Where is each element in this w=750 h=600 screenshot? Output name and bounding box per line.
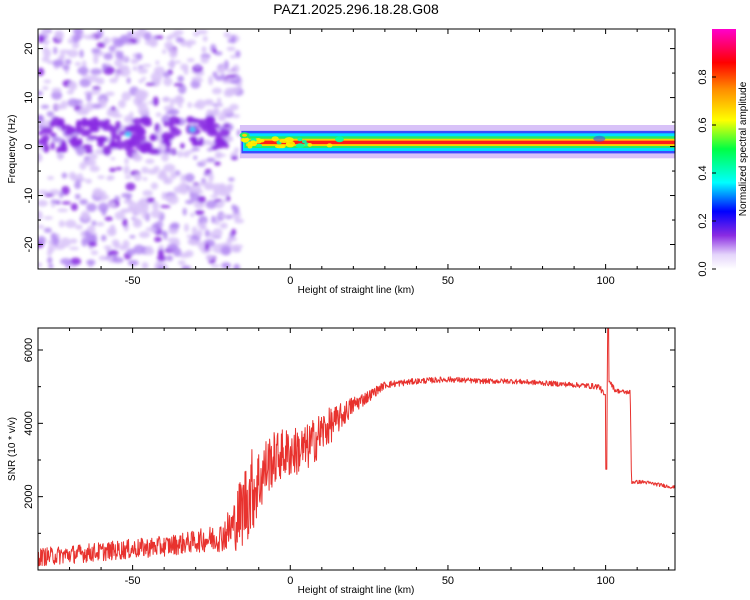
spectrogram-y-tick-label: -20: [23, 237, 35, 253]
snr-y-tick-label: 4000: [23, 411, 35, 435]
spectrogram-x-tick-label: -50: [125, 275, 141, 287]
snr-axes: -50 0 50 100 2000 4000 6000: [23, 328, 675, 587]
colorbar: 0.0 0.2 0.4 0.6 0.8 Normalized spectral ampl…: [697, 29, 749, 277]
snr-y-label: SNR (10 * v/v): [7, 417, 18, 481]
spectrogram-x-tick-label: 50: [442, 275, 454, 287]
snr-panel: -50 0 50 100 2000 4000 6000 Height of straight…: [7, 327, 676, 596]
heatmap-layer: [38, 29, 675, 269]
spectrogram-y-label: Frequency (Hz): [7, 115, 18, 184]
spectrogram-y-tick-label: 20: [23, 42, 35, 54]
colorbar-tick-label: 0.4: [697, 165, 709, 180]
colorbar-label: Normalized spectral amplitude: [738, 81, 749, 216]
colorbar-tick-label: 0.0: [697, 261, 709, 276]
snr-x-tick-label: -50: [125, 575, 141, 587]
snr-x-tick-label: 0: [287, 575, 293, 587]
spectrogram-panel: -50 0 50 100 -20 -10 0 10 20 Height of straight …: [7, 28, 676, 296]
spectrogram-y-tick-label: -10: [23, 188, 35, 204]
spectrogram-frame: [37, 28, 676, 270]
figure-title: PAZ1.2025.296.18.28.G08: [273, 1, 439, 17]
colorbar-tick-label: 0.8: [697, 69, 709, 84]
colorbar-tick-label: 0.6: [697, 117, 709, 132]
snr-y-tick-label: 6000: [23, 338, 35, 362]
snr-series-line: [38, 328, 675, 567]
colorbar-gradient: [712, 29, 736, 269]
snr-x-tick-label: 50: [442, 575, 454, 587]
spectrogram-y-tick-label: 10: [23, 91, 35, 103]
spectrogram-y-tick-label: 0: [23, 143, 35, 149]
spectrogram-axes: -50 0 50 100 -20 -10 0 10 20: [23, 29, 675, 287]
spectrogram-x-label: Height of straight line (km): [298, 285, 415, 296]
heatmap-signal-band: [239, 125, 675, 159]
spectrogram-x-tick-label: 100: [596, 275, 614, 287]
colorbar-ticks: 0.0 0.2 0.4 0.6 0.8: [697, 69, 716, 277]
snr-frame: [37, 327, 676, 571]
heatmap-noise: [38, 29, 245, 269]
snr-y-tick-label: 2000: [23, 484, 35, 508]
colorbar-tick-label: 0.2: [697, 213, 709, 228]
snr-x-label: Height of straight line (km): [298, 585, 415, 596]
spectrogram-x-tick-label: 0: [287, 275, 293, 287]
snr-x-tick-label: 100: [596, 575, 614, 587]
